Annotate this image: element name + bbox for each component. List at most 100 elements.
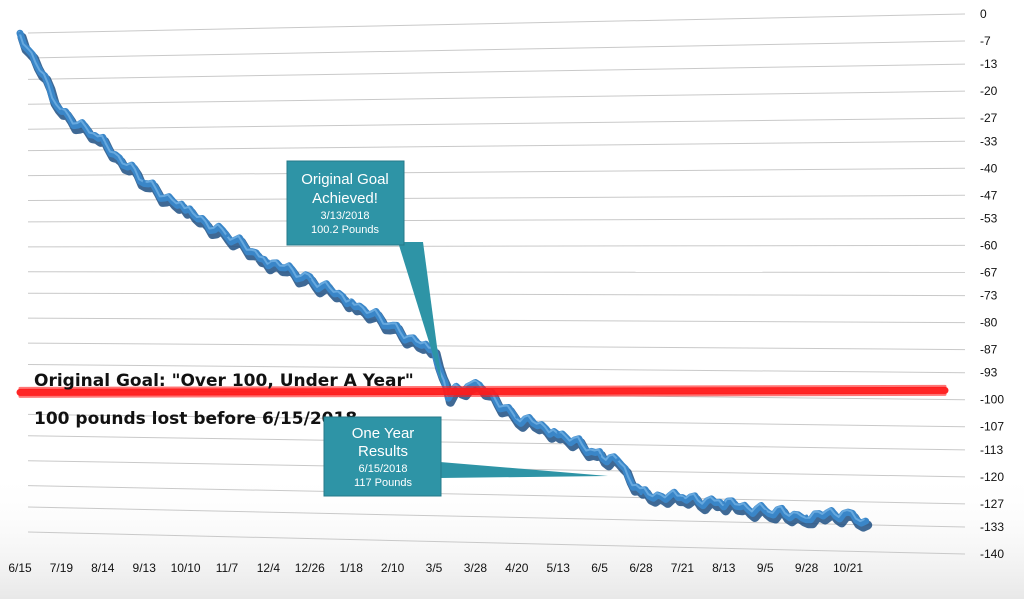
x-tick-label: 12/26: [295, 561, 325, 575]
gridline: [27, 485, 966, 505]
x-tick-label: 11/7: [216, 561, 239, 575]
goal-subheading: 100 pounds lost before 6/15/2018: [34, 409, 357, 429]
goal-heading: Original Goal: "Over 100, Under A Year": [34, 371, 414, 391]
x-tick-label: 6/5: [591, 561, 608, 575]
gridline: [27, 244, 966, 248]
y-tick-label: -33: [980, 134, 998, 148]
callout-year-box: [323, 416, 442, 497]
gridline: [27, 435, 966, 451]
callout-goal-title-1: Original Goal: [301, 171, 389, 188]
x-tick-label: 10/10: [171, 561, 201, 575]
gridline: [27, 117, 966, 130]
data-point: [59, 109, 63, 113]
y-tick-label: -120: [980, 470, 1004, 484]
callout-year-title-1: One Year: [352, 425, 415, 442]
data-point: [308, 277, 312, 281]
data-point: [763, 509, 767, 513]
y-tick-label: -113: [980, 443, 1003, 457]
y-tick-label: -107: [980, 420, 1004, 434]
gridline: [27, 271, 966, 273]
x-tick-label: 9/5: [757, 561, 774, 575]
data-point: [266, 259, 270, 263]
data-point: [225, 234, 229, 238]
y-tick-label: -100: [980, 393, 1004, 407]
y-tick-label: -133: [980, 520, 1004, 534]
data-point: [473, 381, 477, 385]
x-tick-label: 12/4: [257, 561, 281, 575]
gridline: [27, 292, 966, 297]
y-tick-label: -127: [980, 497, 1004, 511]
data-point: [846, 511, 850, 515]
callout-one-year: One Year Results 6/15/2018 117 Pounds: [323, 416, 608, 497]
y-tick-label: -7: [980, 34, 991, 48]
data-point: [184, 208, 188, 212]
gridline: [27, 140, 966, 152]
y-tick-label: -53: [980, 211, 998, 225]
data-point: [722, 501, 726, 505]
x-tick-label: 9/28: [795, 561, 819, 575]
callout-year-title-2: Results: [358, 443, 408, 460]
x-tick-label: 1/18: [340, 561, 364, 575]
y-tick-label: -67: [980, 265, 998, 279]
x-tick-label: 7/19: [50, 561, 74, 575]
data-point: [101, 141, 105, 145]
gridlines: [27, 13, 966, 555]
data-point: [515, 415, 519, 419]
floor-shading: [0, 470, 1024, 599]
gridline: [27, 317, 966, 324]
goal-line-group: [16, 384, 949, 398]
gridline: [27, 167, 966, 177]
x-tick-label: 6/28: [629, 561, 653, 575]
data-point: [391, 325, 395, 329]
x-axis: 6/15 7/19 8/14 9/13 10/10 11/7 12/4 12/26 1/18 2/…: [8, 561, 863, 575]
callout-goal-box: [286, 160, 405, 246]
gridline: [27, 40, 966, 59]
callout-year-amount: 117 Pounds: [354, 477, 412, 489]
callout-goal-date: 3/13/2018: [321, 210, 370, 222]
x-tick-label: 3/5: [426, 561, 443, 575]
goal-line: [18, 392, 947, 398]
data-point: [616, 458, 620, 462]
series-line: [16, 29, 870, 527]
y-tick-label: -27: [980, 111, 998, 125]
data-point: [639, 492, 643, 496]
x-tick-label: 5/13: [547, 561, 571, 575]
data-point: [142, 180, 146, 184]
y-tick-label: 0: [980, 7, 987, 21]
x-tick-label: 3/28: [464, 561, 488, 575]
gridline: [27, 217, 966, 223]
callout-goal-achieved: Original Goal Achieved! 3/13/2018 100.2 …: [286, 160, 442, 384]
y-tick-label: -140: [980, 547, 1004, 561]
callout-goal-pointer: [398, 242, 442, 384]
callout-year-pointer: [440, 462, 608, 478]
data-point: [864, 519, 868, 523]
gridline: [27, 90, 966, 105]
gridline: [27, 194, 966, 202]
gridline: [27, 531, 966, 555]
y-tick-label: -60: [980, 238, 998, 252]
gridline: [27, 363, 966, 374]
data-point: [805, 514, 809, 518]
weight-series: [16, 29, 870, 527]
x-tick-label: 9/13: [133, 561, 157, 575]
gridline: [27, 342, 966, 351]
x-tick-label: 6/15: [8, 561, 32, 575]
data-point: [556, 431, 560, 435]
y-tick-label: -87: [980, 343, 998, 357]
data-point: [680, 496, 684, 500]
y-tick-label: -73: [980, 289, 998, 303]
y-axis: 0 -7 -13 -20 -27 -33 -40 -47 -53 -60 -67 -73 -80 -87 -…: [980, 7, 1004, 561]
x-tick-label: 2/10: [381, 561, 405, 575]
y-tick-label: -40: [980, 161, 998, 175]
callout-year-date: 6/15/2018: [359, 463, 408, 475]
y-tick-label: -80: [980, 316, 998, 330]
series-highlight: [18, 30, 866, 523]
data-point: [18, 31, 22, 35]
x-tick-label: 7/21: [671, 561, 695, 575]
goal-line: [16, 386, 949, 396]
gridline: [27, 413, 966, 428]
gridline: [27, 63, 966, 80]
x-tick-label: 4/20: [505, 561, 529, 575]
